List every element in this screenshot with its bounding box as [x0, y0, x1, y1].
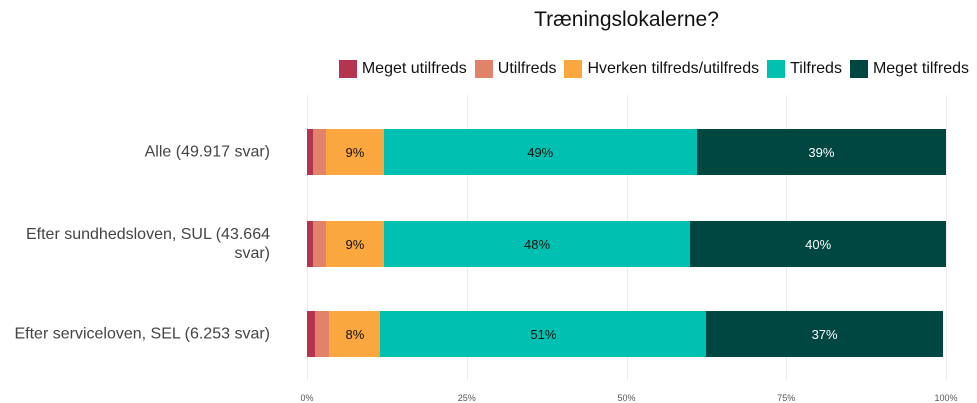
data-label: 9% [345, 236, 365, 252]
grid-line [946, 95, 947, 380]
data-label: 49% [527, 144, 554, 160]
chart-title: Træningslokalerne? [534, 8, 719, 31]
y-tick-label: Efter sundhedsloven, SUL (43.664 svar) [25, 226, 270, 262]
data-label: 51% [530, 326, 557, 342]
bar-segment [313, 221, 327, 267]
y-tick-label: Alle (49.917 svar) [144, 143, 270, 161]
bar-segment: 51% [380, 311, 707, 357]
bar-segment: 8% [329, 311, 381, 357]
legend-swatch [849, 60, 868, 78]
x-tick-label: 50% [617, 393, 636, 403]
data-label: 39% [808, 144, 835, 160]
legend-item: Utilfreds [474, 60, 557, 78]
data-label: 8% [345, 326, 365, 342]
x-tick-label: 75% [777, 393, 796, 403]
x-tick-label: 100% [934, 393, 958, 403]
legend-swatch [767, 60, 786, 78]
legend-swatch [338, 60, 357, 78]
legend-swatch [564, 60, 583, 78]
legend-item: Meget tilfreds [849, 60, 969, 78]
legend-label: Meget utilfreds [361, 60, 467, 77]
legend-item: Hverken tilfreds/utilfreds [564, 60, 759, 78]
data-label: 48% [524, 236, 551, 252]
bar-segment [313, 129, 327, 175]
x-tick-label: 25% [457, 393, 476, 403]
bar-segment [307, 129, 314, 175]
data-label: 9% [345, 144, 365, 160]
legend-label: Hverken tilfreds/utilfreds [587, 60, 760, 77]
legend-swatch [474, 60, 493, 78]
bar-segment: 9% [326, 129, 384, 175]
bar-segment [307, 311, 315, 357]
legend-item: Tilfreds [767, 60, 842, 78]
legend: Meget utilfreds Utilfreds Hverken tilfreds… [331, 60, 969, 78]
data-label: 37% [811, 326, 838, 342]
bar-segment: 49% [383, 129, 697, 175]
bar-segment [307, 221, 314, 267]
x-tick-label: 0% [300, 393, 314, 403]
legend-label: Tilfreds [790, 60, 842, 77]
bar-segment: 37% [706, 311, 943, 357]
bar-segment [314, 311, 330, 357]
legend-item: Meget utilfreds [338, 60, 467, 78]
bar-segment: 39% [696, 129, 946, 175]
bar-segment: 9% [326, 221, 384, 267]
bar-segment: 40% [690, 221, 946, 267]
legend-label: Meget tilfreds [872, 60, 969, 77]
data-label: 40% [805, 236, 832, 252]
bar-segment: 48% [383, 221, 691, 267]
legend-label: Utilfreds [497, 60, 557, 77]
y-tick-label: Efter serviceloven, SEL (6.253 svar) [14, 325, 270, 343]
